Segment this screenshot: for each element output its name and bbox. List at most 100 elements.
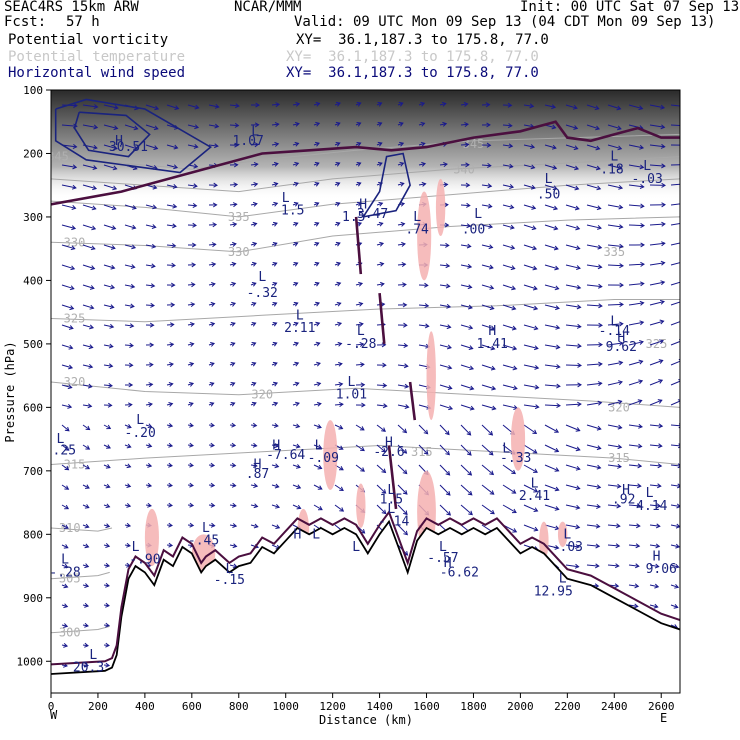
extrema-label: 1.5 — [380, 492, 403, 507]
extrema-label: L — [545, 172, 553, 187]
isentrope-label: 330 — [228, 245, 250, 259]
extrema-label: 1.5 — [342, 210, 365, 225]
convective-shading — [557, 521, 568, 548]
extrema-label: .87 — [246, 467, 269, 482]
field-name-pv: Potential vorticity — [8, 32, 169, 48]
extrema-label: 2.41 — [519, 489, 550, 504]
isentrope-label: 335 — [228, 210, 250, 224]
x-tick-label: 0 — [48, 700, 55, 713]
extrema-label: L — [132, 540, 140, 555]
extrema-label: L — [643, 159, 651, 174]
isentrope-label: 300 — [59, 626, 81, 640]
extrema-label: L — [89, 648, 97, 663]
field-xy-pv: XY= 36.1,187.3 to 175.8, 77.0 — [296, 32, 549, 48]
convective-shading — [144, 508, 159, 567]
isentrope-345 — [51, 133, 680, 170]
extrema-label: .92 — [612, 492, 635, 507]
y-tick-label: 1000 — [17, 655, 44, 668]
extrema-label: L — [610, 315, 618, 330]
field-xy-theta: XY= 36.1,187.3 to 175.8, 77.0 — [286, 49, 539, 65]
y-tick-label: 100 — [23, 84, 43, 97]
extrema-label: H — [488, 324, 496, 339]
extrema-label: L — [251, 124, 259, 139]
extrema-label: L — [387, 502, 395, 517]
extrema-label: .74 — [405, 223, 429, 238]
extrema-label: L — [563, 527, 571, 542]
x-tick-label: 2200 — [554, 700, 581, 713]
isentrope-label: 345 — [463, 137, 485, 151]
extrema-label: H — [359, 197, 367, 212]
extrema-label: 4.14 — [636, 499, 667, 514]
extrema-label: L — [202, 521, 210, 536]
isentrope-305 — [51, 571, 110, 580]
isentrope-label: 320 — [251, 388, 273, 402]
extrema-label: 2.11 — [284, 321, 315, 336]
isentrope-320 — [51, 381, 680, 408]
extrema-label: .18 — [600, 162, 623, 177]
x-tick-label: 600 — [182, 700, 202, 713]
x-tick-label: 1800 — [460, 700, 487, 713]
extrema-label: H — [254, 457, 262, 472]
x-tick-label: 1200 — [319, 700, 346, 713]
pv-streak — [408, 381, 417, 421]
isentrope-315 — [51, 444, 680, 465]
extrema-label: L — [610, 150, 618, 165]
convective-shading — [356, 483, 366, 528]
x-tick-label: 200 — [88, 700, 108, 713]
extrema-label: -.33 — [500, 451, 531, 466]
isentrope-330 — [51, 216, 680, 253]
extrema-label: L — [296, 308, 304, 323]
isentrope-label: 345 — [47, 150, 69, 164]
forecast-hour: 57 h — [66, 14, 100, 30]
isentrope-label: 325 — [646, 337, 668, 351]
plot-frame — [50, 89, 681, 694]
extrema-label: 1.07 — [232, 134, 263, 149]
x-tick-label: 2600 — [648, 700, 675, 713]
y-tick-label: 700 — [23, 465, 43, 478]
isentrope-label: 315 — [608, 451, 630, 465]
x-tick-label: 2000 — [507, 700, 534, 713]
x-tick-label: 2400 — [601, 700, 628, 713]
model-title: SEAC4RS 15km ARW — [4, 0, 139, 15]
isentrope-label: 325 — [64, 312, 86, 326]
extrema-label: L — [502, 442, 510, 457]
y-tick-label: 800 — [23, 528, 43, 541]
extrema-label: -.14 — [599, 324, 630, 339]
wind-speed-contour — [54, 98, 212, 174]
isentrope-label: 330 — [64, 235, 86, 249]
extrema-label: -6.62 — [440, 565, 479, 580]
extrema-label: -.45 — [188, 534, 219, 549]
wind-speed-contour — [362, 152, 411, 218]
extrema-label: L — [315, 438, 323, 453]
x-axis-title: Distance (km) — [319, 713, 413, 727]
pv-streak — [387, 445, 398, 510]
extrema-label: H — [622, 483, 630, 498]
x-tick-label: 1400 — [366, 700, 393, 713]
convective-shading — [511, 407, 526, 471]
extrema-label: 9.62 — [606, 340, 637, 355]
extrema-label: L — [56, 432, 64, 447]
isentrope-label: 305 — [59, 572, 81, 586]
extrema-label: H — [294, 527, 302, 542]
isentrope-label: 340 — [453, 162, 475, 176]
field-name-theta: Potential temperature — [8, 49, 186, 65]
extrema-label: L — [474, 207, 482, 222]
extrema-label: .00 — [462, 223, 485, 238]
pv-streak — [354, 216, 363, 275]
isentrope-325 — [51, 299, 680, 323]
convective-shading — [539, 521, 549, 560]
extrema-label: L — [387, 483, 395, 498]
extrema-label: -.28 — [345, 337, 376, 352]
extrema-label: L — [357, 324, 365, 339]
init-time: Init: 00 UTC Sat 07 Sep 13 — [520, 0, 740, 15]
y-tick-label: 500 — [23, 338, 43, 351]
y-tick-label: 200 — [23, 147, 43, 160]
extrema-label: L — [531, 477, 539, 492]
extrema-label: -.15 — [214, 573, 245, 588]
terrain-fill — [51, 521, 680, 693]
extrema-label: 1.41 — [477, 337, 508, 352]
extrema-label: H — [115, 134, 123, 149]
pv-contour — [51, 120, 680, 206]
